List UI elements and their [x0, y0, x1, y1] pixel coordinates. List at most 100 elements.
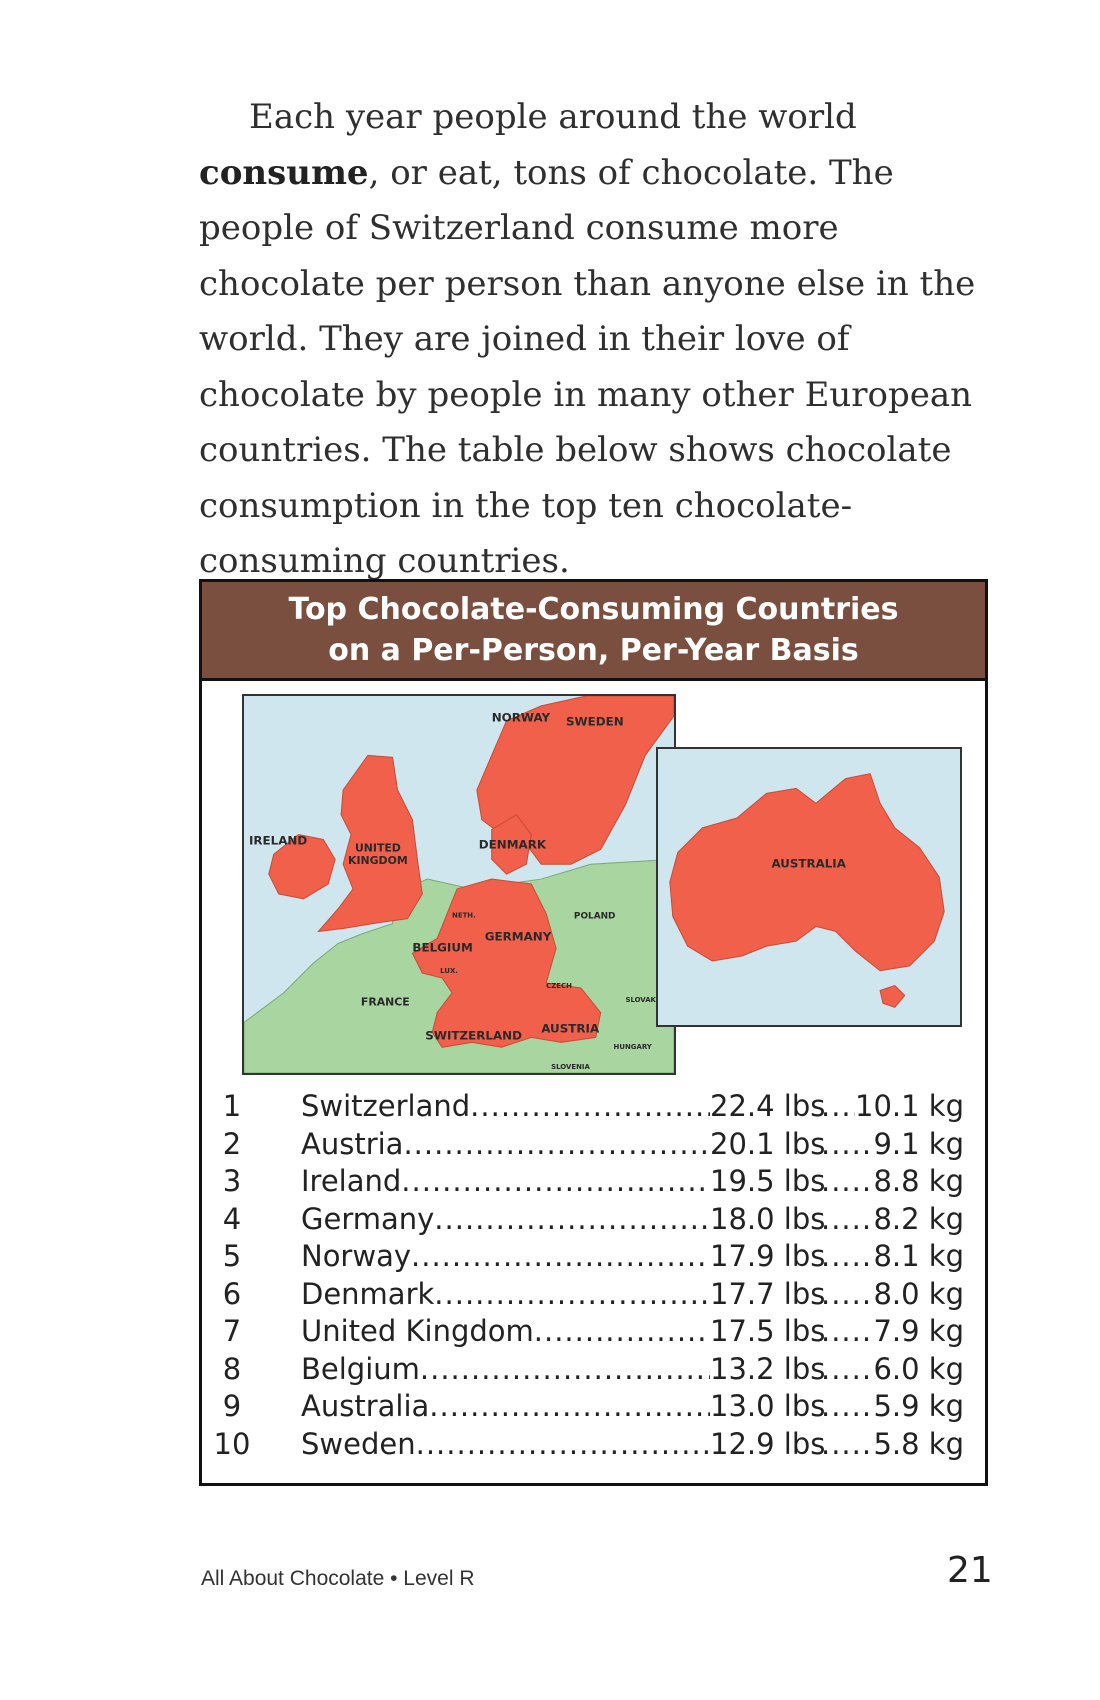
map-label-switzerland: SWITZERLAND [425, 1028, 522, 1042]
row-country: Australia [301, 1389, 430, 1423]
row-lbs: 22.4 lbs [710, 1089, 826, 1123]
row-kg: 5.9 kg [873, 1389, 964, 1423]
leader-dots [821, 1238, 873, 1276]
row-kg: 8.0 kg [873, 1276, 964, 1311]
row-rank: 9 [222, 1389, 242, 1423]
denmark-shape [491, 814, 532, 875]
consumption-table-box: Top Chocolate-Consuming Countries on a P… [199, 579, 988, 1486]
consumption-list: 1 Switzerland 22.4 lbs 10.1 kg 2 Austria… [212, 1088, 972, 1463]
table-row: 4 Germany 18.0 lbs 8.2 kg [212, 1201, 972, 1239]
row-country: Germany [301, 1201, 435, 1236]
intro-bold-word: consume [199, 152, 369, 193]
table-row: 3 Ireland 19.5 lbs 8.8 kg [212, 1163, 972, 1201]
map-label-germany: GERMANY [485, 929, 552, 943]
australia-shape [669, 773, 945, 972]
leader-dots [429, 1388, 710, 1426]
map-label-lux: LUX. [440, 967, 458, 975]
leader-dots [416, 1426, 710, 1464]
table-row: 8 Belgium 13.2 lbs 6.0 kg [212, 1351, 972, 1389]
map-label-ireland: IRELAND [249, 833, 307, 847]
row-lbs: 12.9 lbs [710, 1426, 826, 1461]
leader-dots [534, 1313, 710, 1351]
map-label-norway: NORWAY [492, 711, 551, 725]
row-rank: 4 [222, 1201, 242, 1236]
intro-paragraph: Each year people around the world consum… [199, 90, 999, 590]
leader-dots [401, 1163, 710, 1201]
row-kg: 6.0 kg [873, 1351, 964, 1386]
intro-lead: Each year people around the world [249, 97, 857, 137]
row-kg: 7.9 kg [873, 1314, 964, 1348]
row-rank: 7 [222, 1314, 242, 1348]
map-label-uk-line2: KINGDOM [348, 854, 408, 867]
row-lbs: 17.9 lbs [710, 1239, 826, 1273]
australia-map: AUSTRALIA [656, 747, 962, 1027]
leader-dots [821, 1276, 873, 1314]
map-label-slovak: SLOVAK [625, 996, 656, 1004]
europe-map: NORWAY SWEDEN IRELAND UNITED KINGDOM DEN… [242, 694, 676, 1075]
map-label-denmark: DENMARK [479, 837, 547, 851]
footer-book-title: All About Chocolate • Level R [201, 1567, 475, 1590]
table-row: 7 United Kingdom 17.5 lbs 7.9 kg [212, 1313, 972, 1351]
leader-dots [470, 1088, 710, 1126]
map-label-austria: AUSTRIA [541, 1021, 600, 1035]
map-label-belgium: BELGIUM [412, 940, 472, 954]
row-lbs: 19.5 lbs [710, 1164, 826, 1198]
germany-belgium-switzerland-austria-shape [411, 878, 602, 1048]
leader-dots [411, 1238, 710, 1276]
row-rank: 1 [222, 1089, 242, 1123]
leader-dots [821, 1388, 873, 1426]
table-title: Top Chocolate-Consuming Countries on a P… [202, 582, 985, 681]
map-label-slovenia: SLOVENIA [551, 1063, 590, 1071]
leader-dots [821, 1201, 873, 1239]
intro-rest: , or eat, tons of chocolate. The people … [199, 152, 976, 582]
row-lbs: 13.0 lbs [710, 1389, 826, 1423]
leader-dots [434, 1201, 710, 1239]
tasmania-shape [879, 985, 906, 1008]
table-row: 9 Australia 13.0 lbs 5.9 kg [212, 1388, 972, 1426]
table-row: 5 Norway 17.9 lbs 8.1 kg [212, 1238, 972, 1276]
row-rank: 8 [222, 1351, 242, 1386]
table-row: 6 Denmark 17.7 lbs 8.0 kg [212, 1276, 972, 1314]
leader-dots [420, 1351, 710, 1389]
map-label-hungary: HUNGARY [614, 1043, 653, 1051]
row-lbs: 18.0 lbs [710, 1201, 826, 1236]
australia-map-graphic: AUSTRALIA [658, 749, 960, 1025]
row-country: Belgium [301, 1351, 420, 1386]
table-row: 1 Switzerland 22.4 lbs 10.1 kg [212, 1088, 972, 1126]
leader-dots [821, 1351, 873, 1389]
row-country: Switzerland [301, 1089, 471, 1123]
norway-sweden-shape [476, 696, 674, 865]
leader-dots [821, 1126, 873, 1164]
map-label-australia: AUSTRALIA [771, 856, 846, 870]
map-label-sweden: SWEDEN [566, 715, 624, 729]
map-label-czech: CZECH [546, 982, 572, 990]
europe-map-graphic: NORWAY SWEDEN IRELAND UNITED KINGDOM DEN… [244, 696, 674, 1073]
row-country: Ireland [301, 1164, 402, 1198]
row-lbs: 20.1 lbs [710, 1126, 826, 1161]
row-lbs: 17.5 lbs [710, 1314, 826, 1348]
row-kg: 5.8 kg [873, 1426, 964, 1461]
ireland-shape [268, 833, 336, 900]
row-kg: 8.2 kg [873, 1201, 964, 1236]
row-kg: 10.1 kg [855, 1089, 964, 1123]
row-kg: 8.1 kg [873, 1239, 964, 1273]
row-rank: 2 [222, 1126, 242, 1161]
row-country: United Kingdom [301, 1314, 534, 1348]
map-label-poland: POLAND [574, 912, 616, 922]
map-label-france: FRANCE [361, 996, 410, 1009]
row-country: Denmark [301, 1276, 435, 1311]
leader-dots [403, 1126, 710, 1164]
row-rank: 10 [213, 1426, 251, 1461]
row-lbs: 17.7 lbs [710, 1276, 826, 1311]
row-country: Norway [301, 1239, 412, 1273]
table-row: 2 Austria 20.1 lbs 9.1 kg [212, 1126, 972, 1164]
leader-dots [821, 1088, 855, 1126]
table-row: 10 Sweden 12.9 lbs 5.8 kg [212, 1426, 972, 1464]
row-rank: 5 [222, 1239, 242, 1273]
row-rank: 6 [222, 1276, 242, 1311]
map-label-uk-line1: UNITED [355, 841, 401, 854]
row-rank: 3 [222, 1164, 242, 1198]
leader-dots [821, 1313, 873, 1351]
leader-dots [821, 1163, 873, 1201]
map-label-neth: NETH. [452, 912, 476, 920]
